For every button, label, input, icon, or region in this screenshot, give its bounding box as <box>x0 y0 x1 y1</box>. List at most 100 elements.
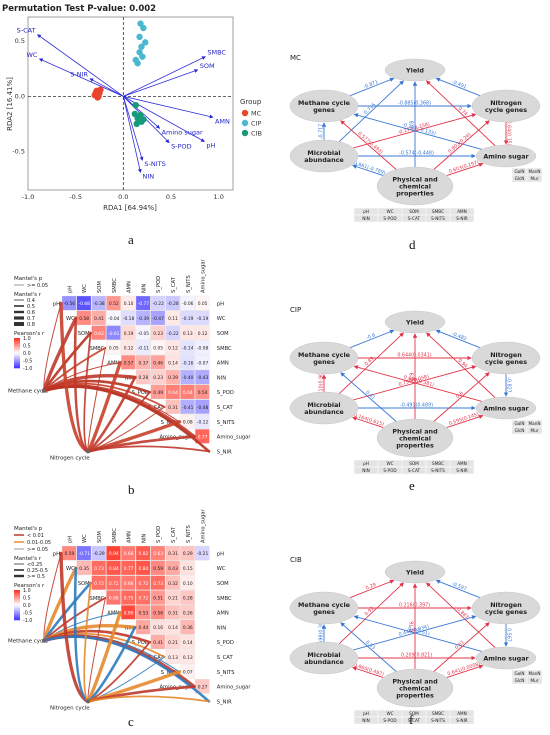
sem-edge-amino-yield <box>426 332 496 399</box>
sem-edge-label: -0.715 <box>362 102 377 117</box>
heat-cell-value: 0.41 <box>153 640 163 646</box>
heat-cell <box>180 325 195 340</box>
panel-label-f: f <box>409 712 414 727</box>
legend-pearson-bar-seg <box>14 366 20 369</box>
legend-mantel-r-item: 0.5 <box>27 304 35 310</box>
legend-pearson-bar-seg <box>14 602 20 604</box>
heat-cell <box>195 369 210 385</box>
rda-vector-label: S-NIR <box>70 71 88 79</box>
legend-pearson-bar-seg <box>14 342 20 345</box>
sem-node-label: chemical <box>399 435 431 443</box>
sem-edge-physchem-microbial <box>352 164 384 176</box>
legend-pearson-bar-seg <box>14 347 20 349</box>
sem-node-label: Yield <box>405 319 424 327</box>
mantel-link <box>42 581 92 643</box>
heat-cell-value: -0.04 <box>108 316 120 322</box>
heat-cell <box>135 310 151 326</box>
heat-cell-value: 0.53 <box>139 610 149 616</box>
heat-cell <box>180 590 195 605</box>
sem-node-label: Methane cycle <box>298 351 351 359</box>
methane-node-label: Methane cycle <box>8 639 49 645</box>
mantel-link <box>42 385 211 453</box>
heat-cell-value: 0.21 <box>168 596 178 602</box>
heat-row-label: S_NIR <box>217 699 232 705</box>
legend-pearson-bar-seg <box>14 353 20 355</box>
heat-cell <box>135 295 151 311</box>
sem-node-label: Microbial <box>307 149 340 157</box>
sem-node-label: cycle genes <box>485 358 527 366</box>
heat-cell-value: 0.64 <box>183 390 193 396</box>
heat-col-label: S_CAT <box>171 276 177 293</box>
sem-edge-label: 0.641(0.0008) <box>447 661 482 677</box>
physchem-table-text: S-NITS <box>431 468 445 473</box>
legend-pearson-bar-seg <box>14 338 20 340</box>
heat-cell-value: 0.75 <box>124 596 134 602</box>
rda-title: Permutation Test P-value: 0.002 <box>2 4 156 14</box>
rda-ylabel: RDA2 [16.41%] <box>6 77 14 131</box>
heat-cell <box>180 619 195 635</box>
sem-edge-label: -0.717 <box>319 124 325 139</box>
sem-node-physchem <box>376 166 454 206</box>
heat-cell <box>180 295 195 311</box>
heat-cell-value: 0.14 <box>183 640 193 646</box>
heat-cell <box>195 545 210 561</box>
heat-cell <box>135 575 151 590</box>
sem-edge-label: 0.6 <box>455 390 465 400</box>
heat-cell <box>195 399 210 414</box>
mantel-link <box>73 316 90 453</box>
sem-node-label: properties <box>396 692 434 700</box>
legend-pearson-bar-seg <box>14 600 20 603</box>
heat-col-label: S_CAT <box>171 526 177 543</box>
physchem-table-text: S-NIR <box>456 468 468 473</box>
heat-cell-value: 0.08 <box>183 420 193 426</box>
heat-cell <box>165 619 180 635</box>
legend-pearson-bar-seg <box>14 357 20 360</box>
legend-mantel-r-item: 0.4 <box>27 298 35 304</box>
heat-cell-value: 0.90 <box>124 610 134 616</box>
heat-cell-value: 0.15 <box>183 566 193 572</box>
legend-mantel-p-item: 0.01-0.05 <box>27 540 51 546</box>
sem-node-label: Physical and <box>392 176 438 184</box>
sem-edge-label: 0.595(0.145) <box>448 411 480 427</box>
heat-cell-value: 0.11 <box>168 316 178 322</box>
heat-cell-value: 0.72 <box>94 581 104 587</box>
sem-node-microbial <box>289 139 359 173</box>
sem-edge-physchem-nitrogen <box>433 622 490 672</box>
heat-cell <box>180 545 195 561</box>
heat-cell-value: -0.22 <box>153 301 165 307</box>
heat-row-label: S_NIR <box>217 449 232 455</box>
sem-edge-nitrogen-yield <box>435 77 481 97</box>
legend-pearson-tick: 0.5 <box>23 344 31 350</box>
heat-cell <box>121 325 136 340</box>
heat-cell <box>76 545 92 561</box>
legend-pearson-tick: 1.0 <box>23 336 31 342</box>
physchem-table-text: AMN <box>457 461 467 466</box>
sem-node-label: Nitrogen <box>490 99 522 107</box>
heat-diag-label: WC <box>66 566 75 572</box>
heat-cell <box>165 605 180 620</box>
sem-edge-label: 0.860(0.497) <box>353 662 385 678</box>
amino-table-text: Mur <box>531 678 539 683</box>
heat-cell <box>135 355 151 370</box>
heat-cell <box>180 369 195 385</box>
sem-edge-label: 0.209(0.821) <box>401 653 432 659</box>
heat-cell-value: 0.94 <box>109 551 119 557</box>
heat-cell-value: 0.66 <box>124 551 134 557</box>
amino-table-text: GalN <box>514 421 524 426</box>
physchem-table-text: S-POD <box>383 216 396 221</box>
sem-node-label: Yield <box>405 67 424 75</box>
sem-node-label: Amino sugar <box>483 405 529 413</box>
legend-mantel-r-item: 0.8 <box>27 322 35 328</box>
sem-node-label: Methane cycle <box>298 601 351 609</box>
rda-vector-nin <box>122 96 142 174</box>
rda-vector-label: WC <box>26 51 37 59</box>
heat-diag-label: S_POD <box>132 640 149 646</box>
mantel-link <box>42 635 211 703</box>
rda-legend-swatch <box>241 109 249 117</box>
heat-cell-value: 0.14 <box>168 625 178 631</box>
heat-cell <box>135 325 151 340</box>
heat-cell-value: 0.10 <box>183 581 193 587</box>
legend-mantel-r-item: 0.25-0.5 <box>27 568 48 574</box>
heat-cell <box>106 325 121 340</box>
sem-node-yield <box>384 560 446 584</box>
